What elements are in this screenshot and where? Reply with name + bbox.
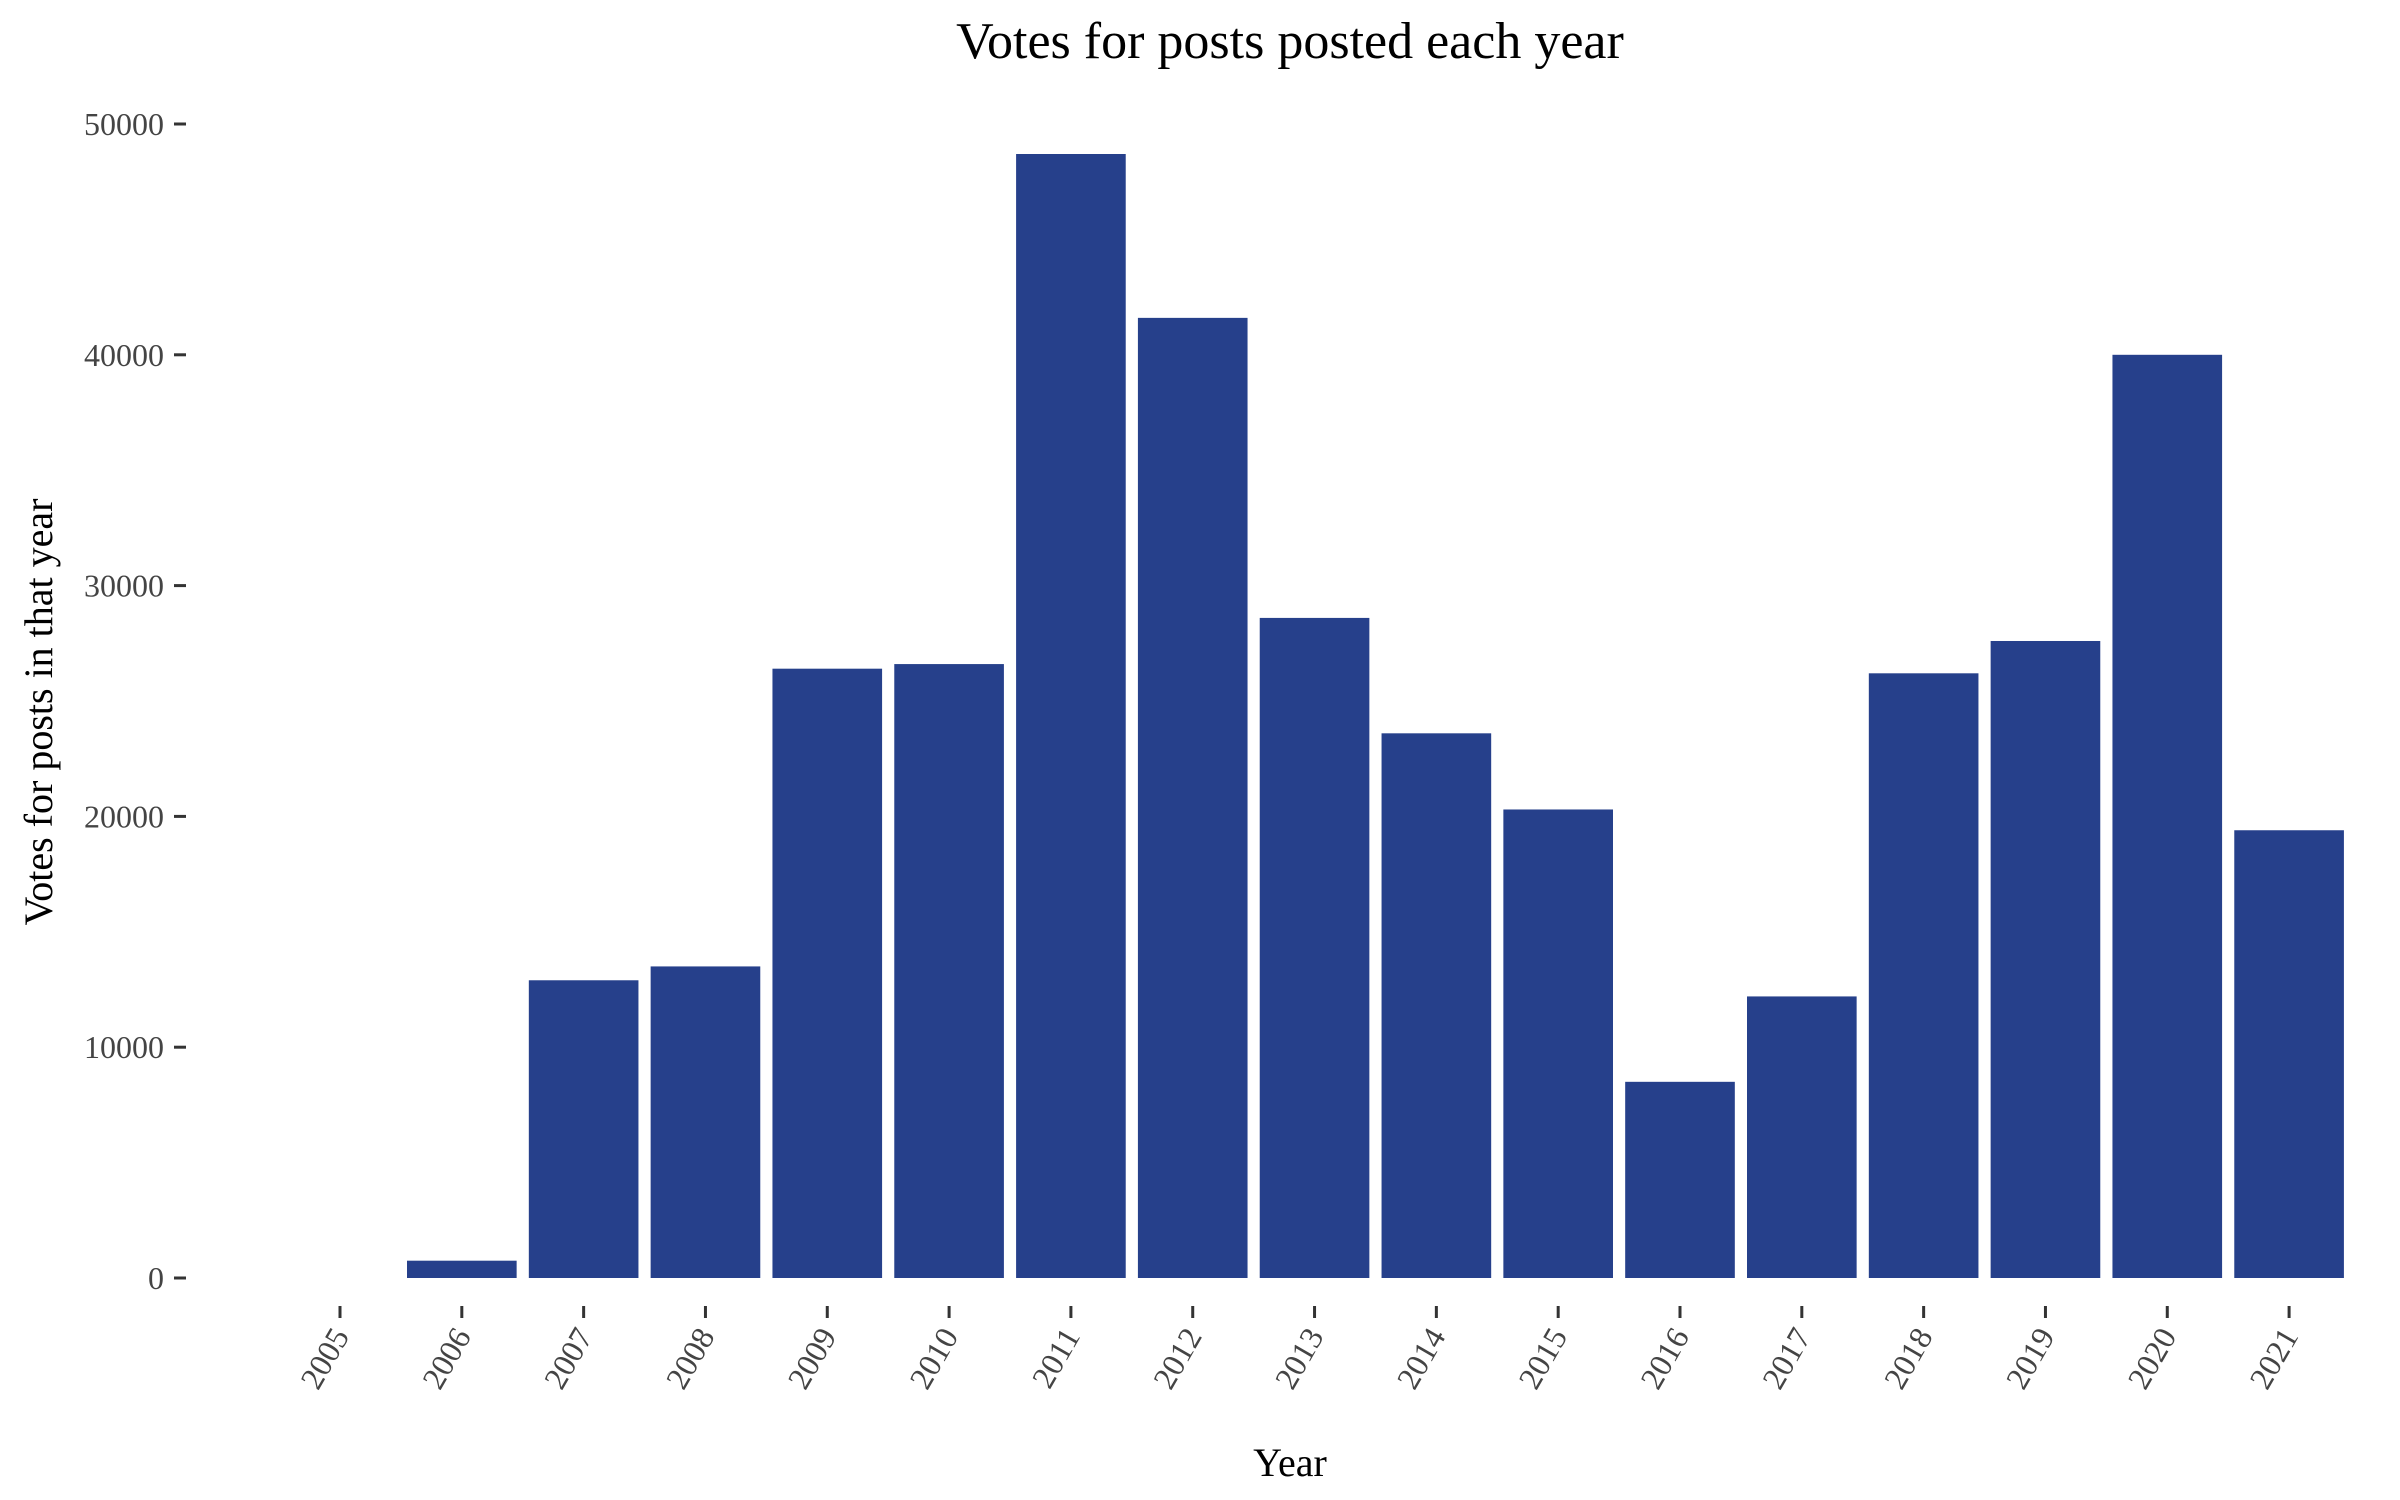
bar-2014 <box>1381 733 1492 1278</box>
x-tick-label: 2005 <box>293 1322 356 1395</box>
x-tick-label: 2006 <box>415 1322 478 1395</box>
y-tick-label: 20000 <box>84 798 164 834</box>
x-tick-label: 2016 <box>1633 1322 1696 1395</box>
y-axis-label: Votes for posts in that year <box>16 499 61 926</box>
bar-2013 <box>1259 617 1370 1278</box>
x-tick-label: 2008 <box>658 1322 721 1395</box>
chart-title: Votes for posts posted each year <box>956 13 1624 70</box>
x-tick-label: 2021 <box>2242 1322 2305 1395</box>
bars <box>407 154 2344 1278</box>
x-tick-label: 2019 <box>1998 1322 2061 1395</box>
x-tick-label: 2011 <box>1024 1322 1087 1394</box>
bar-2016 <box>1625 1081 1735 1278</box>
bar-2010 <box>894 664 1004 1278</box>
x-tick-label: 2017 <box>1755 1322 1818 1395</box>
bar-2006 <box>407 1260 517 1278</box>
x-tick-label: 2015 <box>1511 1322 1574 1395</box>
x-tick-label: 2014 <box>1389 1322 1452 1395</box>
bar-2019 <box>1990 640 2101 1278</box>
bar-2011 <box>1016 154 1126 1278</box>
x-tick-label: 2010 <box>902 1322 965 1395</box>
y-tick-label: 10000 <box>84 1029 164 1065</box>
bar-2020 <box>2112 354 2223 1278</box>
y-tick-label: 50000 <box>84 106 164 142</box>
bar-2009 <box>772 668 883 1278</box>
y-tick-label: 40000 <box>84 337 164 373</box>
bar-2008 <box>650 966 761 1278</box>
x-tick-label: 2007 <box>537 1322 600 1395</box>
x-tick-label: 2009 <box>780 1322 843 1395</box>
y-tick-label: 30000 <box>84 568 164 604</box>
x-tick-label: 2013 <box>1267 1322 1330 1395</box>
bar-2015 <box>1503 809 1613 1278</box>
bar-2012 <box>1137 317 1248 1278</box>
y-axis: 0 10000 20000 30000 40000 50000 <box>84 106 186 1296</box>
x-axis-label: Year <box>1253 1440 1327 1485</box>
bar-2017 <box>1747 996 1857 1278</box>
x-tick-label: 2018 <box>1877 1322 1940 1395</box>
y-tick-label: 0 <box>148 1260 164 1296</box>
bar-2018 <box>1868 673 1979 1278</box>
x-axis: 2005 2006 2007 2008 2009 2010 2011 2012 2013 2014… <box>293 1306 2305 1395</box>
bar-2007 <box>528 980 639 1278</box>
bar-2021 <box>2234 830 2344 1278</box>
x-tick-label: 2020 <box>2120 1322 2183 1395</box>
x-tick-label: 2012 <box>1146 1322 1209 1395</box>
